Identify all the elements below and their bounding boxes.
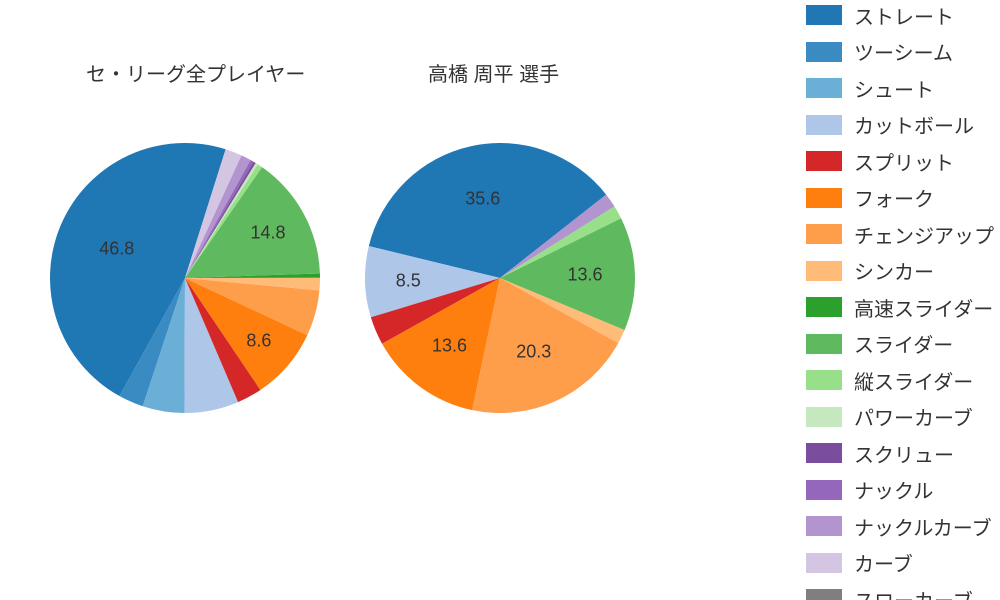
legend-item-screw: スクリュー bbox=[806, 436, 994, 471]
legend-swatch-shoot bbox=[806, 78, 842, 98]
legend-swatch-fork bbox=[806, 188, 842, 208]
chart-container: セ・リーグ全プレイヤー 高橋 周平 選手 46.8 8.6 14.8 35.6 8.5… bbox=[0, 0, 1000, 600]
legend-label-fast_slider: 高速スライダー bbox=[854, 293, 993, 322]
legend-label-changeup: チェンジアップ bbox=[854, 220, 994, 249]
legend-item-slider: スライダー bbox=[806, 327, 994, 362]
legend-swatch-changeup bbox=[806, 224, 842, 244]
legend-item-sinker: シンカー bbox=[806, 254, 994, 289]
legend-label-twoseam: ツーシーム bbox=[854, 37, 953, 66]
legend-label-knuckle_curve: ナックルカーブ bbox=[854, 512, 992, 541]
legend-swatch-curve bbox=[806, 553, 842, 573]
legend: ストレートツーシームシュートカットボールスプリットフォークチェンジアップシンカー… bbox=[806, 0, 994, 600]
legend-swatch-sinker bbox=[806, 261, 842, 281]
pie-label-fork: 8.6 bbox=[246, 331, 271, 352]
chart-title-player: 高橋 周平 選手 bbox=[428, 58, 559, 87]
legend-label-power_curve: パワーカーブ bbox=[854, 402, 973, 431]
legend-swatch-cutball bbox=[806, 115, 842, 135]
pie-label-fork: 13.6 bbox=[432, 336, 467, 357]
legend-label-screw: スクリュー bbox=[854, 439, 954, 468]
legend-swatch-power_curve bbox=[806, 407, 842, 427]
pie-label-slider: 13.6 bbox=[567, 265, 602, 286]
legend-swatch-screw bbox=[806, 443, 842, 463]
legend-swatch-v_slider bbox=[806, 370, 842, 390]
pie-label-changeup: 20.3 bbox=[516, 341, 551, 362]
legend-label-v_slider: 縦スライダー bbox=[854, 366, 973, 395]
legend-swatch-slider bbox=[806, 334, 842, 354]
legend-item-curve: カーブ bbox=[806, 546, 994, 581]
legend-label-slow_curve: スローカーブ bbox=[854, 585, 973, 600]
chart-title-league: セ・リーグ全プレイヤー bbox=[86, 58, 305, 87]
pie-chart-league: 46.8 8.6 14.8 bbox=[50, 143, 320, 413]
legend-item-knuckle_curve: ナックルカーブ bbox=[806, 509, 994, 544]
legend-swatch-straight bbox=[806, 5, 842, 25]
pie-label-straight: 46.8 bbox=[99, 238, 134, 259]
legend-swatch-fast_slider bbox=[806, 297, 842, 317]
legend-item-power_curve: パワーカーブ bbox=[806, 400, 994, 435]
legend-item-fast_slider: 高速スライダー bbox=[806, 290, 994, 325]
legend-swatch-knuckle bbox=[806, 480, 842, 500]
legend-item-straight: ストレート bbox=[806, 0, 994, 33]
legend-swatch-knuckle_curve bbox=[806, 516, 842, 536]
legend-item-twoseam: ツーシーム bbox=[806, 35, 994, 70]
legend-label-knuckle: ナックル bbox=[854, 475, 933, 504]
legend-item-slow_curve: スローカーブ bbox=[806, 582, 994, 600]
legend-item-cutball: カットボール bbox=[806, 108, 994, 143]
legend-item-changeup: チェンジアップ bbox=[806, 217, 994, 252]
legend-label-curve: カーブ bbox=[854, 548, 913, 577]
legend-label-split: スプリット bbox=[854, 147, 954, 176]
legend-label-shoot: シュート bbox=[854, 74, 934, 103]
pie-chart-player: 35.6 8.5 13.6 20.3 13.6 bbox=[365, 143, 635, 413]
legend-item-knuckle: ナックル bbox=[806, 473, 994, 508]
pie-label-cutball: 8.5 bbox=[396, 270, 421, 291]
legend-label-sinker: シンカー bbox=[854, 256, 934, 285]
legend-item-fork: フォーク bbox=[806, 181, 994, 216]
legend-swatch-split bbox=[806, 151, 842, 171]
legend-label-straight: ストレート bbox=[854, 1, 954, 30]
pie-label-slider: 14.8 bbox=[250, 222, 285, 243]
legend-label-slider: スライダー bbox=[854, 329, 953, 358]
legend-item-split: スプリット bbox=[806, 144, 994, 179]
legend-item-shoot: シュート bbox=[806, 71, 994, 106]
pie-label-straight: 35.6 bbox=[465, 188, 500, 209]
legend-item-v_slider: 縦スライダー bbox=[806, 363, 994, 398]
legend-swatch-slow_curve bbox=[806, 589, 842, 600]
legend-label-fork: フォーク bbox=[854, 183, 934, 212]
legend-label-cutball: カットボール bbox=[854, 110, 974, 139]
legend-swatch-twoseam bbox=[806, 42, 842, 62]
